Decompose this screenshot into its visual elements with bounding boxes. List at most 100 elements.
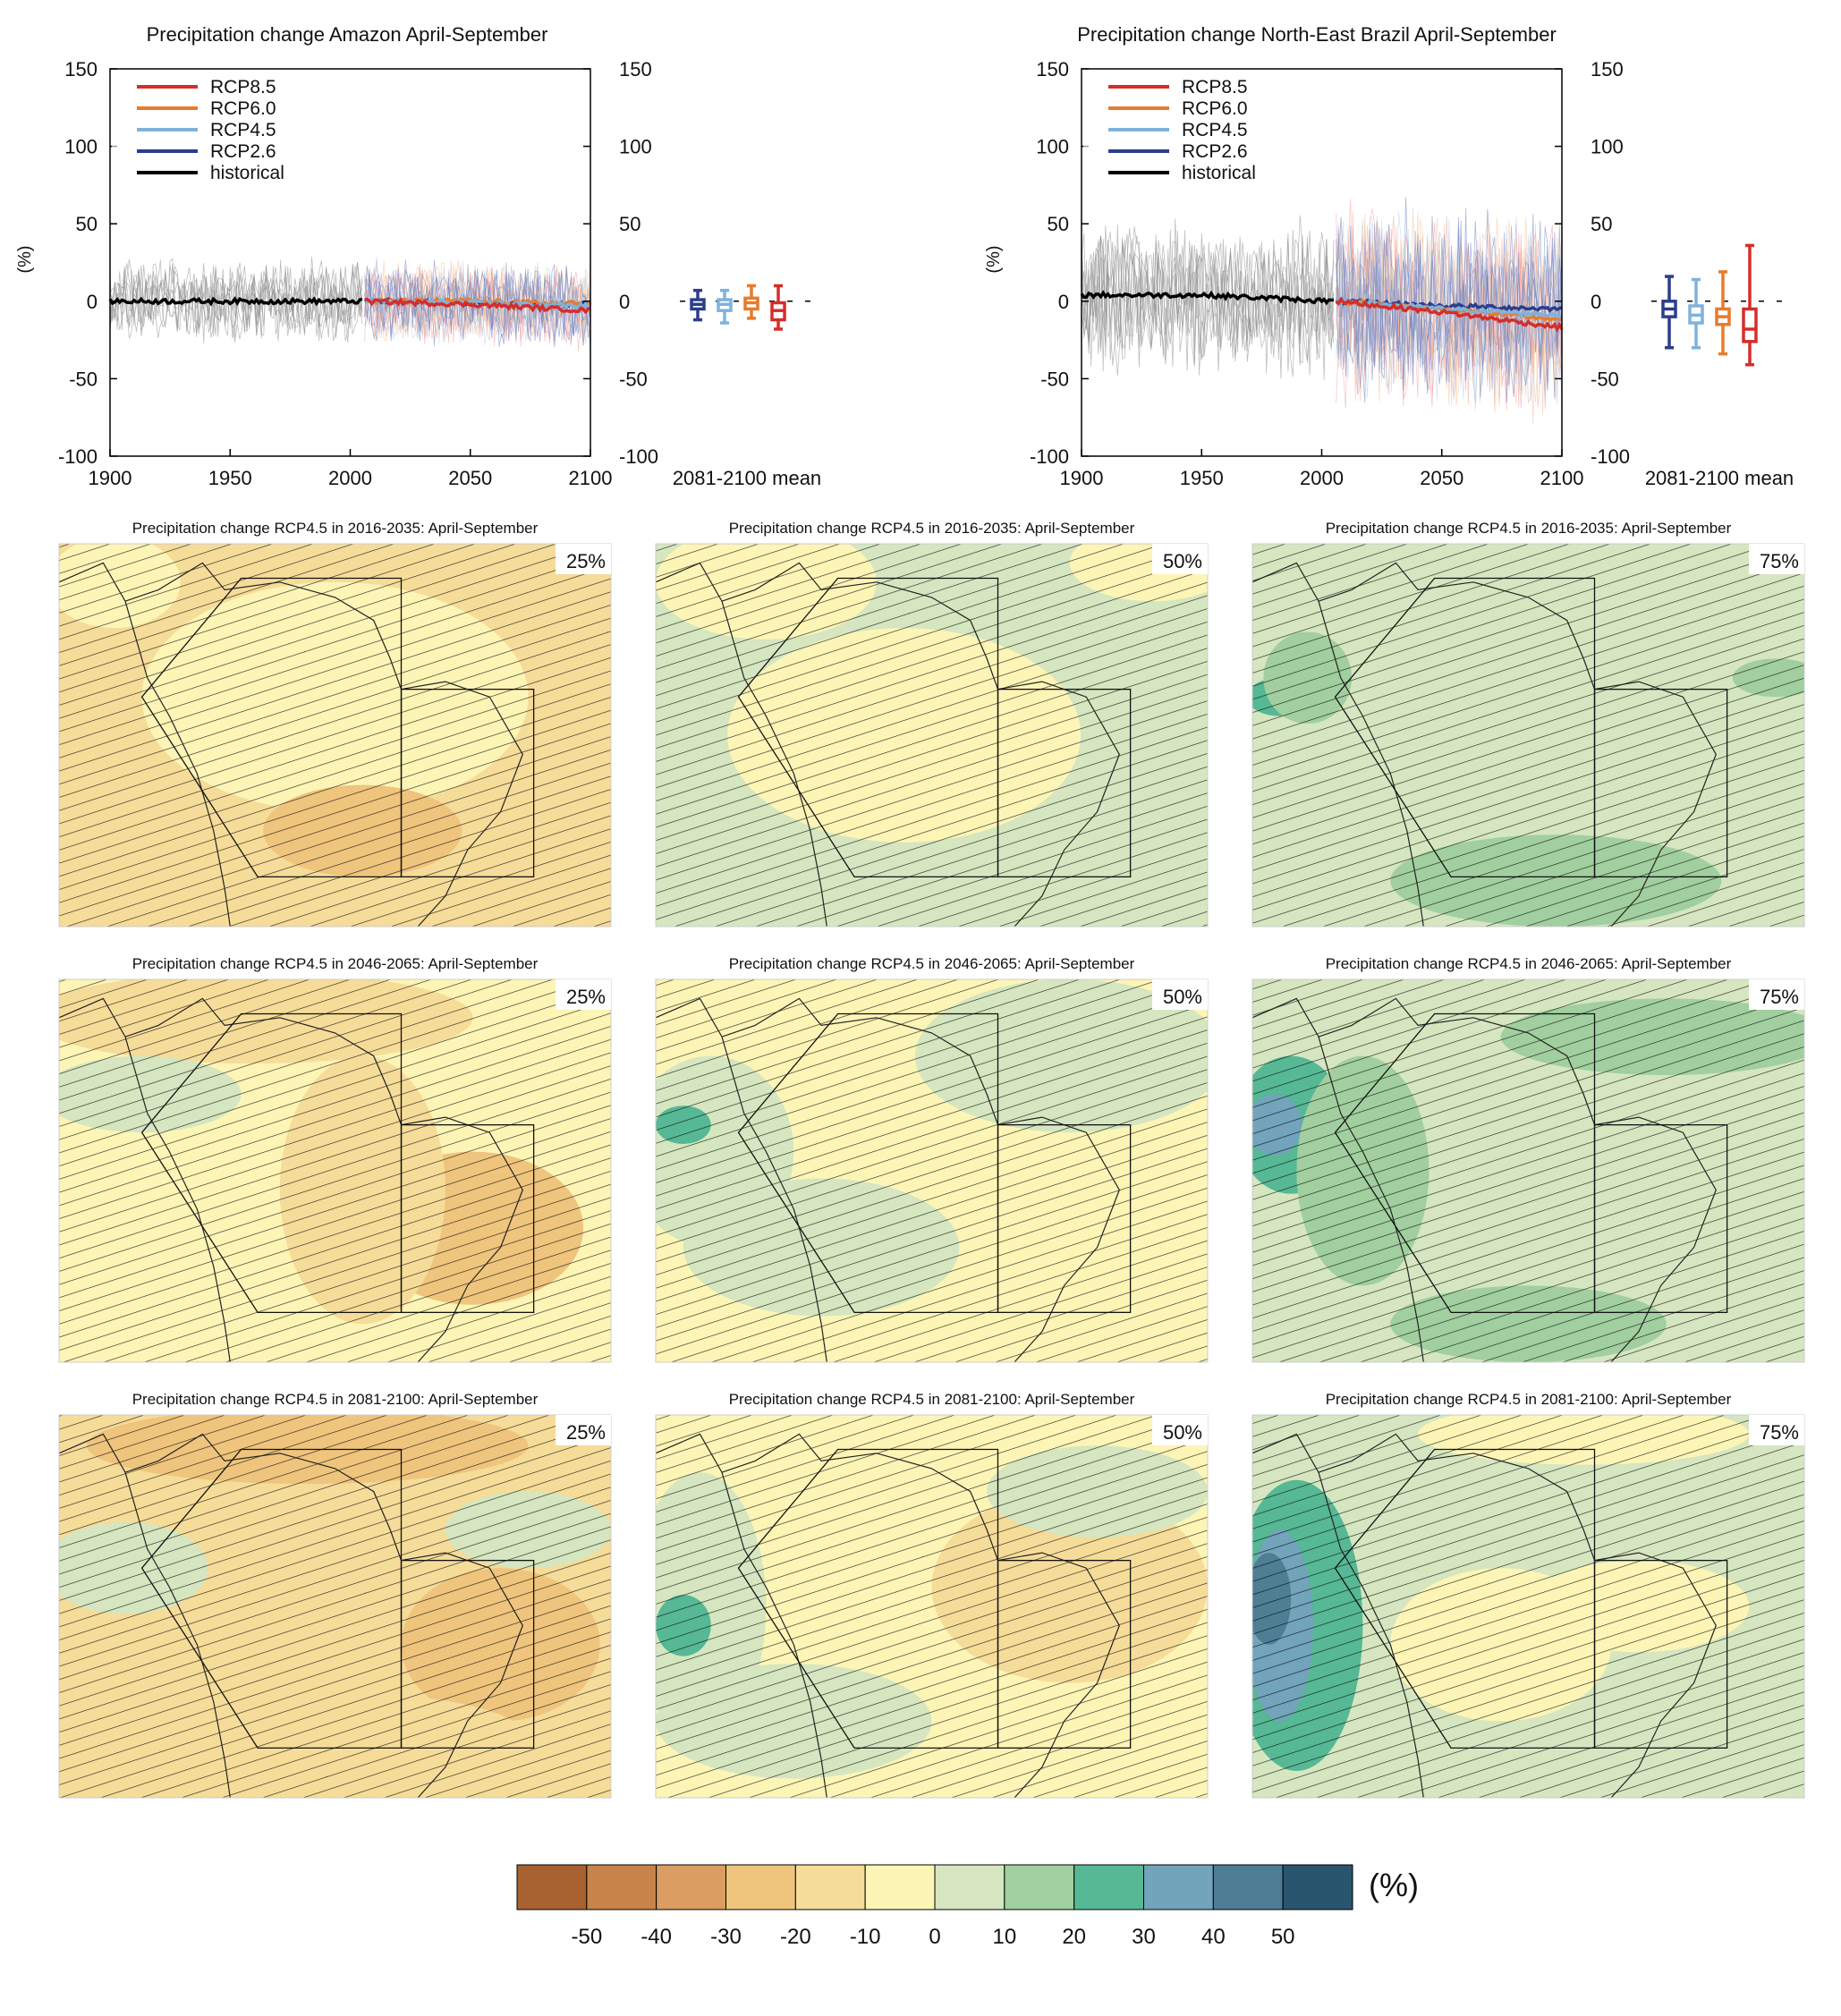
- significance-hatching: [656, 544, 1208, 927]
- map-panel: Precipitation change RCP4.5 in 2016-2035…: [655, 520, 1209, 928]
- colorbar-tick-label: 20: [1062, 1925, 1086, 1949]
- coastline: [721, 601, 827, 927]
- colorbar-tick-label: -10: [850, 1925, 881, 1949]
- x-tick-label: 2000: [328, 467, 372, 489]
- map-title: Precipitation change RCP4.5 in 2016-2035…: [1326, 520, 1732, 537]
- legend-label: historical: [1182, 163, 1256, 183]
- percentile-badge-bg: [556, 1415, 611, 1445]
- map-frame: [655, 978, 1209, 1363]
- ensemble-member-line: [364, 267, 591, 342]
- ensemble-member-line: [364, 263, 591, 347]
- map-frame: [655, 1414, 1209, 1799]
- significance-hatching: [656, 1415, 1208, 1798]
- legend-label: RCP4.5: [1182, 120, 1248, 140]
- x-tick-label: 1950: [208, 467, 252, 489]
- ensemble-member-line: [109, 259, 363, 342]
- percentile-label: 25%: [566, 986, 606, 1008]
- colorbar-segment: [516, 1864, 588, 1910]
- legend-label: historical: [210, 163, 284, 183]
- coastline: [1252, 997, 1717, 1362]
- y-tick-label: 50: [1048, 213, 1069, 235]
- y-axis-label-left: (%): [984, 245, 1004, 273]
- region-outline-ne-brazil: [1593, 1123, 1728, 1314]
- map-frame: [58, 978, 612, 1363]
- region-outline-ne-brazil: [400, 1123, 535, 1314]
- ensemble-member-line: [1336, 216, 1563, 392]
- coastline: [124, 1037, 231, 1362]
- y-tick-label: 100: [1036, 136, 1069, 158]
- percentile-badge-bg: [1749, 979, 1804, 1010]
- y-tick-label: 150: [1036, 58, 1069, 80]
- significance-hatching: [656, 979, 1208, 1362]
- percentile-badge-bg: [1152, 544, 1208, 574]
- coastline: [59, 997, 523, 1362]
- significance-hatching: [1252, 979, 1804, 1362]
- x-tick-label: 2000: [1300, 467, 1344, 489]
- region-outline-ne-brazil: [997, 1559, 1132, 1749]
- x-tick-label: 1900: [1060, 467, 1104, 489]
- series-mean-line-rcp45: [1335, 297, 1564, 319]
- map-frame: [1251, 1414, 1805, 1799]
- legend-background: [112, 72, 300, 179]
- map-frame: [655, 543, 1209, 928]
- coastline: [1318, 1037, 1424, 1362]
- percentile-badge-bg: [1749, 544, 1804, 574]
- y-tick-label: 100: [64, 136, 98, 158]
- box-plots: [680, 284, 814, 331]
- legend-label: RCP6.0: [1182, 98, 1248, 119]
- map-title: Precipitation change RCP4.5 in 2016-2035…: [729, 520, 1135, 537]
- percentile-label: 50%: [1163, 986, 1202, 1008]
- significance-hatching: [59, 1415, 611, 1798]
- x-tick-label: 1900: [89, 467, 132, 489]
- region-outline-amazon: [140, 1012, 403, 1314]
- colorbar: -50 -40 -30 -20 -10 0 10 20 30 40 50: [516, 1864, 1353, 1949]
- map-panel: Precipitation change RCP4.5 in 2081-2100…: [1251, 1391, 1805, 1799]
- ensemble-member-line: [1081, 215, 1335, 379]
- y-tick-label: 0: [1058, 291, 1069, 313]
- colorbar-tick-label: 10: [992, 1925, 1016, 1949]
- region-outline-amazon: [737, 1012, 999, 1314]
- plot-area: [1080, 196, 1564, 424]
- x-tick-label: 2100: [1540, 467, 1584, 489]
- region-outline-ne-brazil: [997, 1123, 1132, 1314]
- colorbar-tick-label: -50: [571, 1925, 602, 1949]
- legend-label: RCP4.5: [210, 120, 276, 140]
- map-panel: Precipitation change RCP4.5 in 2046-2065…: [1251, 955, 1805, 1363]
- y-tick-label-right: 50: [1591, 213, 1612, 235]
- ensemble-member-line: [1081, 225, 1335, 372]
- coastline: [59, 1433, 523, 1798]
- colorbar-segment: [725, 1864, 796, 1910]
- map-panel: Precipitation change RCP4.5 in 2081-2100…: [655, 1391, 1209, 1799]
- coastline: [656, 997, 1120, 1362]
- percentile-badge-bg: [556, 979, 611, 1010]
- colorbar-segment: [1073, 1864, 1144, 1910]
- region-outline-ne-brazil: [400, 1559, 535, 1749]
- region-outline-amazon: [140, 577, 403, 878]
- y-tick-label-right: 50: [619, 213, 641, 235]
- map-title: Precipitation change RCP4.5 in 2081-2100…: [1326, 1391, 1732, 1408]
- y-tick-label-right: -50: [619, 368, 648, 390]
- percentile-label: 75%: [1760, 1421, 1799, 1444]
- map-frame: [58, 543, 612, 928]
- ensemble-member-line: [1081, 230, 1335, 374]
- axes: 1900 1950 2000 2050 2100 -100 -100 -50 -50 0 0 50 50…: [58, 58, 658, 489]
- y-tick-label-right: -50: [1591, 368, 1619, 390]
- region-outline-amazon: [737, 577, 999, 878]
- region-outline-amazon: [140, 1448, 403, 1749]
- region-outline-ne-brazil: [997, 688, 1132, 878]
- coastline: [1318, 601, 1424, 927]
- coastline: [721, 1037, 827, 1362]
- ensemble-member-line: [364, 259, 591, 348]
- series-mean-line-rcp85: [363, 297, 591, 315]
- box-plot-label: 2081-2100 mean: [673, 467, 821, 489]
- ensemble-member-line: [364, 264, 591, 347]
- colorbar-tick-label: 40: [1201, 1925, 1226, 1949]
- y-tick-label-right: 100: [1591, 136, 1624, 158]
- plot-area: [108, 256, 592, 352]
- timeseries-panel-amazon: Precipitation change Amazon April-Septem…: [15, 23, 821, 489]
- map-title: Precipitation change RCP4.5 in 2046-2065…: [132, 955, 539, 972]
- percentile-label: 50%: [1163, 550, 1202, 572]
- x-tick-label: 2050: [1420, 467, 1463, 489]
